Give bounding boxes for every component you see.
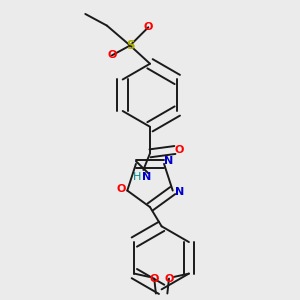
Text: O: O [144, 22, 153, 32]
Text: N: N [176, 187, 184, 197]
Text: O: O [149, 274, 159, 284]
Text: O: O [164, 274, 174, 284]
Text: N: N [164, 156, 174, 166]
Text: O: O [117, 184, 126, 194]
Text: O: O [107, 50, 116, 60]
Text: S: S [126, 39, 134, 52]
Text: O: O [174, 145, 184, 155]
Text: H: H [133, 172, 141, 182]
Text: N: N [142, 172, 151, 182]
